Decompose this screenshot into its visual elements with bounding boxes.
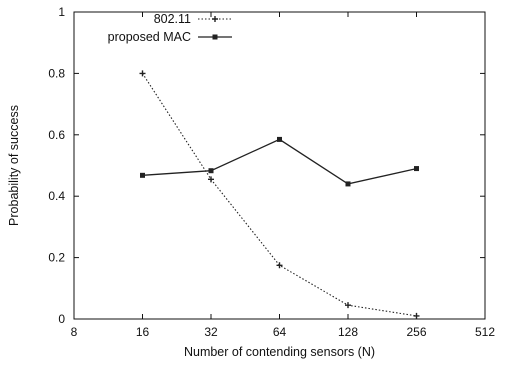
- y-axis-title: Probability of success: [7, 105, 21, 226]
- data-point: [345, 302, 351, 309]
- y-tick-label: 0.6: [48, 128, 65, 142]
- x-axis-ticks: 8 16 32 64 128 256 512: [71, 12, 495, 339]
- legend-label: proposed MAC: [108, 30, 191, 44]
- y-tick-label: 0.8: [48, 66, 65, 80]
- y-tick-label: 0.4: [48, 189, 65, 203]
- series-802-11: [139, 70, 420, 319]
- legend-marker: [212, 34, 218, 40]
- x-axis-title: Number of contending sensors (N): [184, 345, 375, 359]
- data-point: [345, 181, 351, 187]
- x-tick-label: 512: [475, 325, 495, 339]
- x-tick-label: 256: [406, 325, 426, 339]
- data-point: [139, 70, 146, 77]
- legend-marker: [212, 16, 218, 22]
- series-line-proposed-mac: [142, 138, 417, 185]
- series-layer: [139, 70, 420, 319]
- legend: 802.11 proposed MAC: [108, 12, 232, 44]
- x-tick-label: 8: [71, 325, 78, 339]
- data-point: [414, 166, 419, 172]
- series-line-802-11: [142, 73, 417, 317]
- x-tick-label: 16: [136, 325, 150, 339]
- y-axis-ticks: 0 0.2 0.4 0.6 0.8 1: [48, 5, 485, 326]
- data-point: [140, 172, 145, 178]
- plot-frame: [73, 11, 486, 320]
- x-tick-label: 32: [204, 325, 218, 339]
- y-tick-label: 1: [58, 5, 65, 19]
- data-point: [208, 168, 214, 174]
- series-proposed-mac: [140, 136, 419, 187]
- data-point: [276, 262, 283, 269]
- data-point: [413, 312, 420, 319]
- x-tick-label: 128: [338, 325, 358, 339]
- y-tick-label: 0: [58, 312, 65, 326]
- legend-label: 802.11: [154, 12, 191, 26]
- y-tick-label: 0.2: [48, 251, 65, 265]
- data-point: [208, 176, 214, 183]
- data-point: [277, 136, 282, 142]
- x-tick-label: 64: [273, 325, 287, 339]
